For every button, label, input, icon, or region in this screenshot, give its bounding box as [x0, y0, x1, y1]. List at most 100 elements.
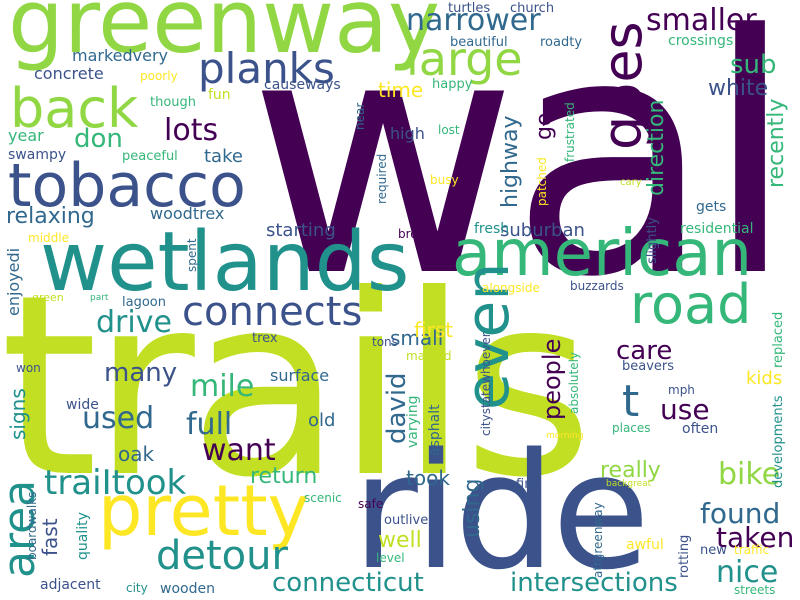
word: tons [372, 335, 398, 349]
word: often [682, 421, 719, 437]
word: smaller [646, 3, 757, 38]
word: trails [0, 241, 593, 532]
word: enjoyedi [4, 247, 23, 316]
word: boardwalks [25, 491, 39, 560]
word: church [510, 1, 555, 16]
word: citystatewhoever [479, 332, 493, 436]
word: attgreenway [591, 502, 605, 578]
word: signs [6, 388, 30, 440]
word: planks [198, 44, 335, 93]
word: markedvery [72, 46, 169, 65]
word: sub [730, 50, 777, 80]
word: white [708, 76, 769, 101]
word: outlive [384, 513, 429, 528]
word: fun [208, 87, 231, 103]
word: return [250, 464, 318, 489]
word: morning [546, 431, 584, 441]
word: connects [182, 289, 363, 335]
word: walk [248, 0, 800, 349]
word: beautiful [450, 35, 508, 50]
word: t [622, 376, 640, 427]
word: want [202, 433, 276, 468]
word: time [378, 78, 424, 102]
word: used [82, 401, 155, 436]
word: asphalt [427, 404, 443, 456]
word: large [406, 32, 523, 86]
word: quality [75, 512, 91, 560]
word: found [700, 497, 781, 530]
word: high [390, 124, 425, 143]
word: lost [438, 123, 460, 137]
word: lagoon [122, 295, 166, 310]
word: absolutely [567, 351, 581, 414]
word: adjacent [40, 577, 101, 593]
word: concrete [34, 64, 104, 83]
word: backgreat [606, 479, 652, 489]
word: busy [430, 173, 459, 187]
word: starting [266, 220, 336, 241]
word: near [353, 102, 367, 130]
word: bike [718, 457, 781, 492]
word: take [204, 146, 243, 167]
word: developments [771, 395, 786, 488]
word: cary [620, 177, 642, 188]
word: awful [626, 537, 664, 553]
word: care [616, 336, 673, 366]
word: suburban [500, 220, 585, 241]
word: nice [716, 555, 779, 590]
word: causeways [264, 77, 341, 93]
word: traiItook [44, 463, 187, 503]
word: using [460, 478, 485, 538]
word: goes [591, 21, 654, 150]
word: detour [156, 533, 288, 579]
word: though [150, 95, 197, 110]
word: fast [38, 518, 62, 556]
word: beavers [622, 359, 675, 374]
word: lots [164, 113, 219, 148]
word: wide [66, 397, 99, 413]
word: narrower [406, 3, 541, 38]
word: peaceful [122, 149, 178, 164]
word: relaxing [6, 204, 95, 229]
word: city [126, 581, 148, 595]
word: trex [252, 331, 278, 346]
word: roadty [540, 35, 583, 50]
word: rotting [677, 534, 692, 578]
word: slightly [645, 217, 660, 264]
word: first [414, 318, 454, 342]
word: well [378, 528, 422, 553]
word: swampy [8, 147, 67, 163]
word: recently [764, 98, 789, 188]
word: full [186, 407, 233, 442]
word: alongside [482, 281, 540, 295]
word: highway [498, 115, 523, 208]
word: buzzards [570, 279, 624, 293]
word: replaced [771, 311, 786, 368]
word: wooden [160, 581, 215, 597]
word: kids [746, 368, 783, 389]
word: year [8, 126, 44, 145]
word: connecticut [272, 568, 424, 598]
word: pretty [98, 470, 310, 552]
word: frustrated [563, 102, 577, 162]
word: places [612, 421, 651, 435]
word: people [538, 338, 566, 420]
word: marked [406, 349, 452, 363]
word: poorly [140, 69, 178, 83]
word: green [32, 291, 64, 304]
word: old [308, 410, 336, 431]
word: gets [696, 199, 727, 215]
word: go [532, 112, 557, 140]
word: find [516, 477, 541, 492]
word: small [390, 326, 444, 350]
word: happy [432, 77, 473, 92]
word: turtles [448, 1, 491, 16]
word: broken [398, 227, 440, 241]
word: safe [358, 497, 384, 511]
word: part [90, 293, 109, 303]
word: road [630, 273, 752, 336]
word: wetlands [40, 215, 410, 310]
word: greenway [8, 0, 441, 73]
word: spent [185, 238, 199, 272]
word: ride [352, 418, 650, 600]
